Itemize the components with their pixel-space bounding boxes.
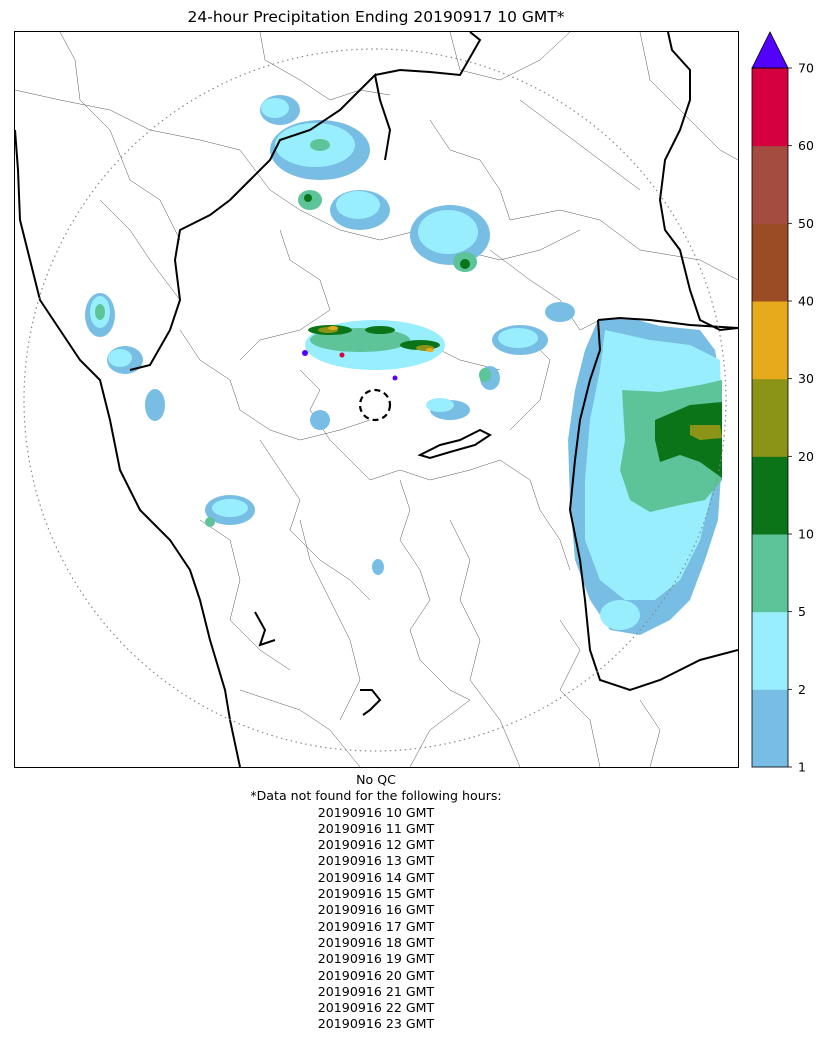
missing-hour-item: 20190916 21 GMT xyxy=(317,983,435,999)
colorbar-segment xyxy=(752,689,788,768)
colorbar-segment xyxy=(752,534,788,613)
missing-hour-item: 20190916 16 GMT xyxy=(317,902,435,918)
colorbar-segment xyxy=(752,456,788,535)
colorbar-tick-label: 1 xyxy=(798,760,806,775)
map-title: 24-hour Precipitation Ending 20190917 10… xyxy=(187,8,565,26)
notes-block: No QC *Data not found for the following … xyxy=(0,772,752,1033)
radar-site-marker xyxy=(358,388,392,422)
colorbar-segment xyxy=(752,68,788,147)
colorbar-tick-label: 40 xyxy=(798,294,814,309)
missing-hours-header: *Data not found for the following hours: xyxy=(250,788,502,804)
qc-label: No QC xyxy=(356,772,396,787)
colorbar-segment xyxy=(752,301,788,380)
missing-hour-item: 20190916 18 GMT xyxy=(317,934,435,950)
colorbar-tick-label: 50 xyxy=(798,216,814,231)
missing-hour-item: 20190916 13 GMT xyxy=(317,853,435,869)
colorbar-ticks: 1 2 5 10 20 30 40 50 60 70 xyxy=(788,61,814,775)
radar-range-ring xyxy=(23,48,727,752)
missing-hour-item: 20190916 15 GMT xyxy=(317,886,435,902)
missing-hour-item: 20190916 14 GMT xyxy=(317,869,435,885)
colorbar-segment xyxy=(752,223,788,302)
colorbar-outline xyxy=(751,67,789,768)
colorbar-segments xyxy=(752,68,788,768)
precip-level-30-plus xyxy=(302,326,434,381)
colorbar-tick-label: 10 xyxy=(798,527,814,542)
missing-hour-item: 20190916 23 GMT xyxy=(317,1016,435,1032)
colorbar-tick-label: 60 xyxy=(798,138,814,153)
precip-level-10-20 xyxy=(304,194,722,478)
missing-hour-item: 20190916 10 GMT xyxy=(317,804,435,820)
missing-hour-item: 20190916 12 GMT xyxy=(317,837,435,853)
colorbar-tick-label: 30 xyxy=(798,371,814,386)
missing-hour-item: 20190916 11 GMT xyxy=(317,820,435,836)
missing-hour-item: 20190916 17 GMT xyxy=(317,918,435,934)
missing-hour-item: 20190916 20 GMT xyxy=(317,967,435,983)
colorbar-tick-label: 20 xyxy=(798,449,814,464)
state-boundaries xyxy=(15,32,738,767)
colorbar-segment xyxy=(752,611,788,690)
missing-hour-item: 20190916 22 GMT xyxy=(317,1000,435,1016)
colorbar-segment xyxy=(752,378,788,457)
colorbar-tick-label: 5 xyxy=(798,604,806,619)
colorbar-segment xyxy=(752,145,788,224)
colorbar-extend-triangle xyxy=(751,31,789,69)
colorbar-tick-label: 70 xyxy=(798,61,814,76)
colorbar-tick-label: 2 xyxy=(798,682,806,697)
missing-hour-item: 20190916 19 GMT xyxy=(317,951,435,967)
